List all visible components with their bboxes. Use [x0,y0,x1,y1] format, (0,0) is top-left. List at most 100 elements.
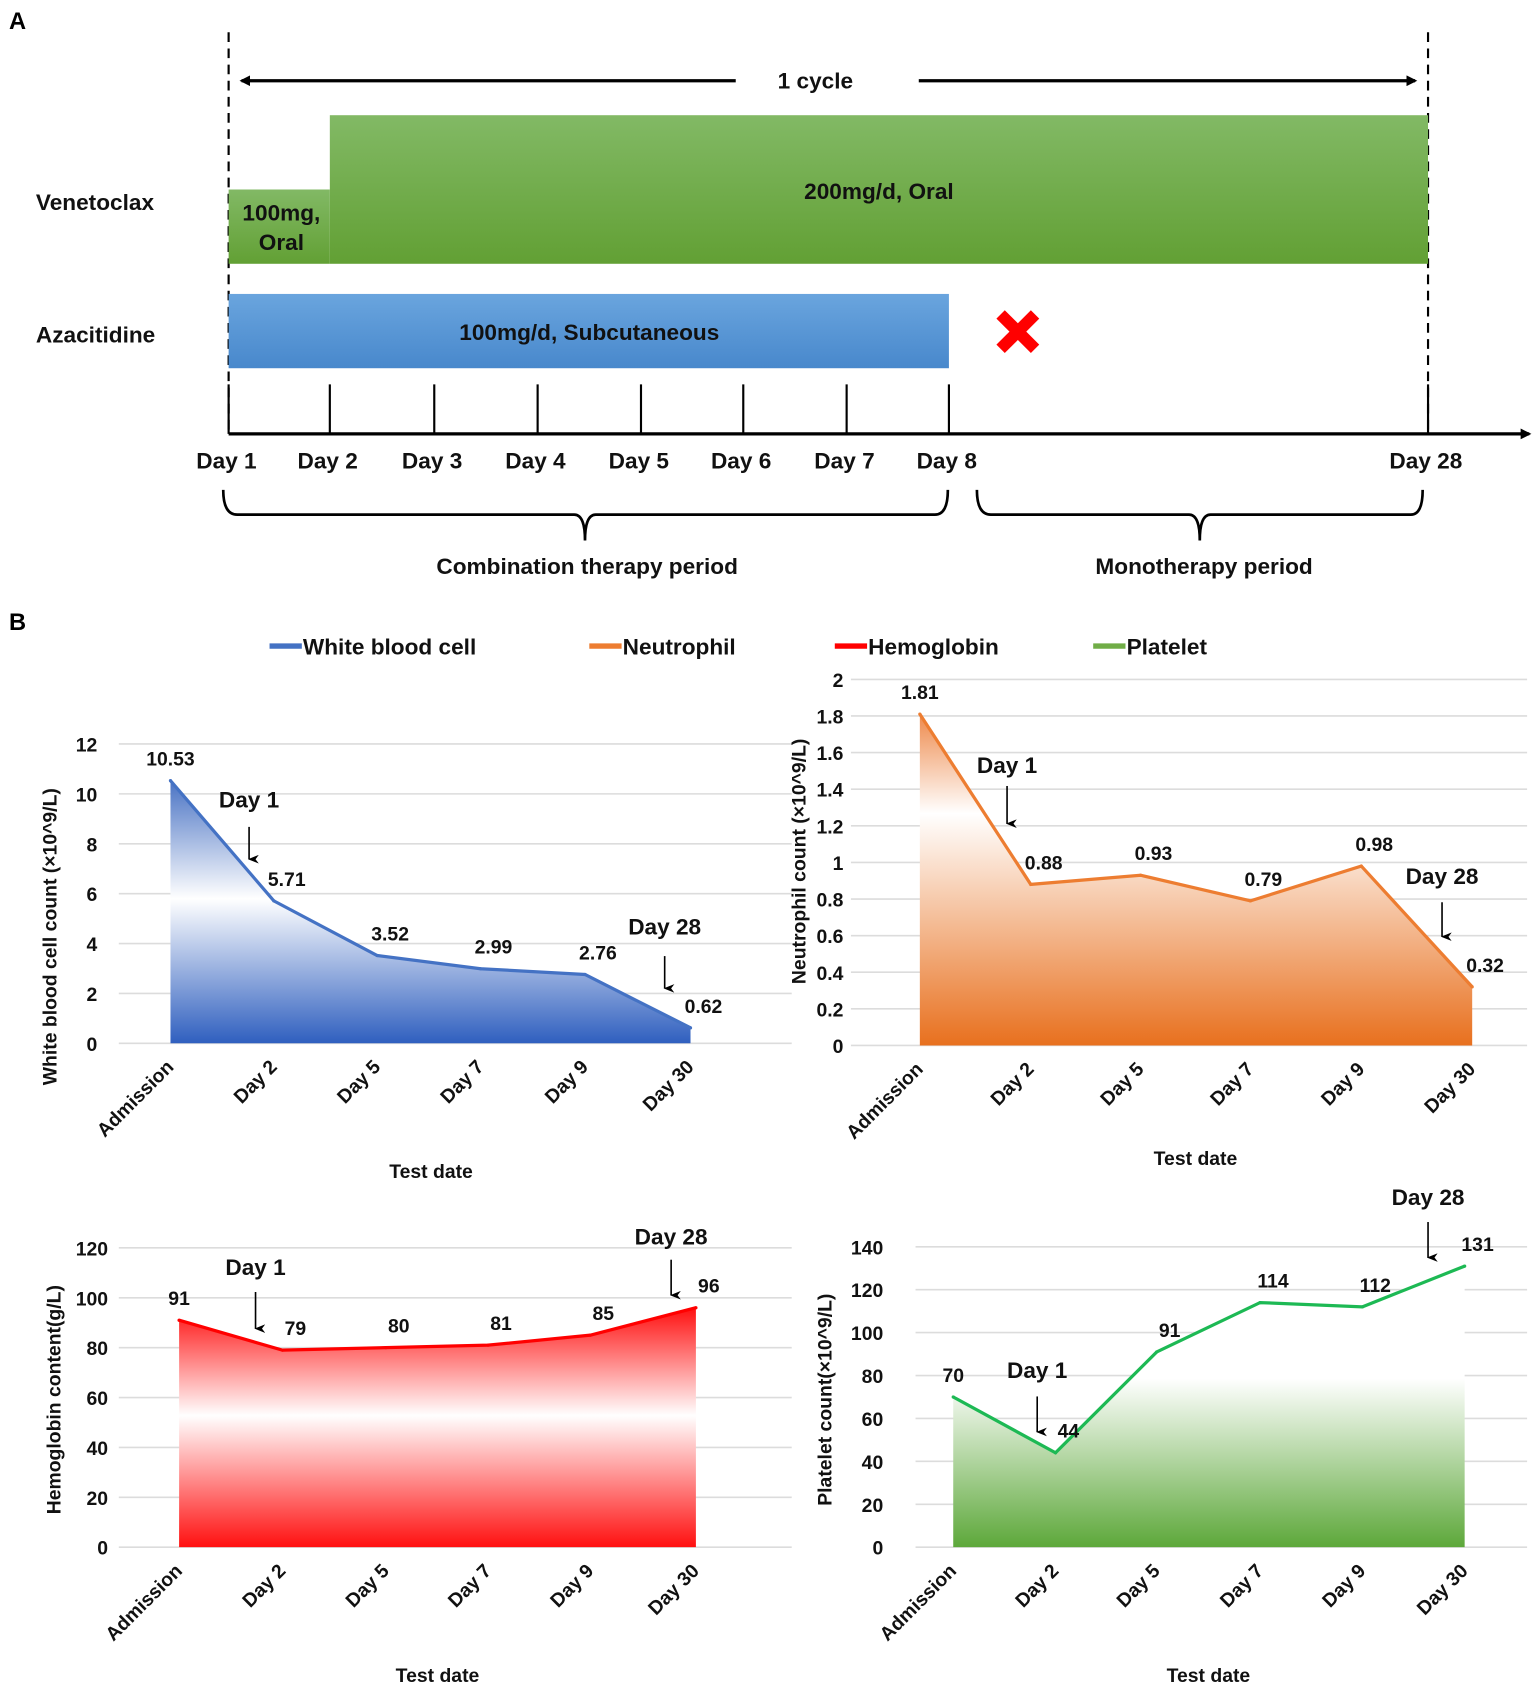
legend-label: Hemoglobin [868,635,999,660]
azacitidine-dose: 100mg/d, Subcutaneous [459,320,719,345]
x-tick-label: Day 9 [1317,1058,1369,1110]
data-point [384,1346,388,1350]
x-tick-label: Admission [875,1560,961,1646]
y-tick-label: 1.2 [816,816,843,838]
chart-platelet: 0 20 40 60 80 100 120 140 70 44 91 114 112 131 Admissi… [815,1185,1528,1685]
data-label: 10.53 [146,749,195,771]
x-tick-label: Day 7 [1216,1560,1268,1612]
y-tick-label: 10 [76,784,98,806]
data-point [1359,864,1363,868]
data-label: 131 [1461,1234,1494,1256]
data-point [177,1318,181,1322]
data-label: 79 [285,1318,307,1340]
azacitidine-bar [228,293,949,369]
venetoclax-100mg-bar [228,189,330,264]
data-label: 2.76 [579,942,617,964]
x-tick-label: Day 30 [644,1560,704,1620]
data-point [588,1333,593,1337]
y-tick-label: 0.2 [816,999,843,1021]
legend-label: Platelet [1127,635,1208,660]
x-tick-label: Day 9 [1318,1560,1370,1612]
x-tick-label: Day 30 [1413,1560,1473,1620]
x-tick-label: Admission [101,1560,187,1646]
combination-brace [221,489,950,541]
x-tick-label: Day 7 [436,1056,488,1108]
panel-b: B White blood cell Neutrophil Hemoglobin Pl… [9,610,1528,1685]
data-point [951,1395,955,1399]
x-tick-label: Admission [93,1056,179,1142]
venetoclax-dose-1a: 100mg, [242,201,320,226]
y-tick-label: 40 [862,1452,884,1474]
data-point [918,712,922,716]
day-label: Day 7 [814,448,874,473]
y-tick-label: 12 [76,735,98,757]
y-tick-label: 20 [862,1495,884,1517]
y-tick-label: 4 [86,934,97,956]
y-tick-label: 100 [851,1323,883,1345]
annotation-label: Day 1 [225,1255,285,1280]
data-point [486,1343,490,1347]
data-point [1470,985,1474,989]
data-label: 0.79 [1244,869,1282,891]
y-axis-title: Neutrophil count (×10^9/L) [789,739,811,984]
x-tick-label: Day 7 [444,1560,496,1612]
x-tick-label: Day 5 [333,1056,385,1108]
day-label: Day 6 [711,448,771,473]
panel-a-label: A [9,9,26,35]
day-ticks: Day 1 Day 2 Day 3 Day 4 Day 5 Day 6 Day 7 Day 8… [196,384,1462,473]
series-line [952,1264,1466,1455]
cycle-label: 1 cycle [778,68,853,93]
venetoclax-dose-2: 200mg/d, Oral [804,179,954,204]
y-tick-label: 1.4 [816,780,843,802]
data-label: 80 [388,1316,410,1338]
day-label: Day 5 [609,448,669,473]
data-point [1248,899,1253,903]
venetoclax-200mg-bar [329,115,1429,264]
x-axis-title: Test date [389,1161,473,1183]
data-point [478,967,483,971]
x-tick-label: Day 2 [986,1058,1038,1110]
data-label: 5.71 [268,869,306,891]
panel-b-label: B [9,610,26,636]
y-axis-title: Platelet count(×10^9/L) [815,1294,837,1506]
y-tick-label: 0 [97,1538,108,1560]
y-tick-label: 60 [86,1388,108,1410]
annotation-label: Day 28 [635,1225,708,1250]
data-point [1463,1264,1467,1268]
x-tick-label: Day 2 [238,1560,290,1612]
y-tick-label: 2 [833,670,844,692]
area-fill [953,1266,1465,1548]
data-label: 0.93 [1135,843,1173,865]
area-fill [170,780,691,1044]
y-tick-label: 120 [76,1238,108,1260]
panel-a: A 1 cycle Venetoclax 100mg, Oral 200mg/d… [9,9,1532,579]
y-tick-label: 0 [833,1036,844,1058]
data-label: 85 [593,1303,615,1325]
legend-label: White blood cell [303,635,476,660]
annotation-label: Day 1 [1007,1358,1067,1383]
data-label: 0.32 [1466,955,1504,977]
y-tick-label: 1 [833,853,844,875]
venetoclax-dose-1b: Oral [259,230,304,255]
x-tick-label: Day 5 [1096,1058,1148,1110]
data-point [1138,873,1143,877]
x-tick-label: Day 9 [541,1056,593,1108]
y-axis-title: White blood cell count (×10^9/L) [39,788,61,1085]
data-label: 44 [1058,1421,1080,1443]
data-label: 0.88 [1025,852,1063,874]
y-tick-label: 6 [86,884,97,906]
chart-white-blood-cell: 0 2 4 6 8 10 12 10.53 5.71 3.52 2.99 2.76 0.62 Admiss… [39,735,792,1183]
y-tick-label: 120 [851,1280,883,1302]
y-tick-label: 2 [86,984,97,1006]
x-tick-label: Day 5 [1112,1560,1164,1612]
y-tick-label: 1.6 [816,743,843,765]
y-tick-label: 1.8 [816,707,843,729]
monotherapy-brace [975,489,1425,541]
annotation-label: Day 28 [1392,1185,1465,1210]
data-point [583,972,587,977]
y-axis-title: Hemoglobin content(g/L) [44,1285,66,1514]
data-label: 70 [942,1365,964,1387]
data-label: 3.52 [371,923,409,945]
y-tick-label: 80 [862,1366,884,1388]
